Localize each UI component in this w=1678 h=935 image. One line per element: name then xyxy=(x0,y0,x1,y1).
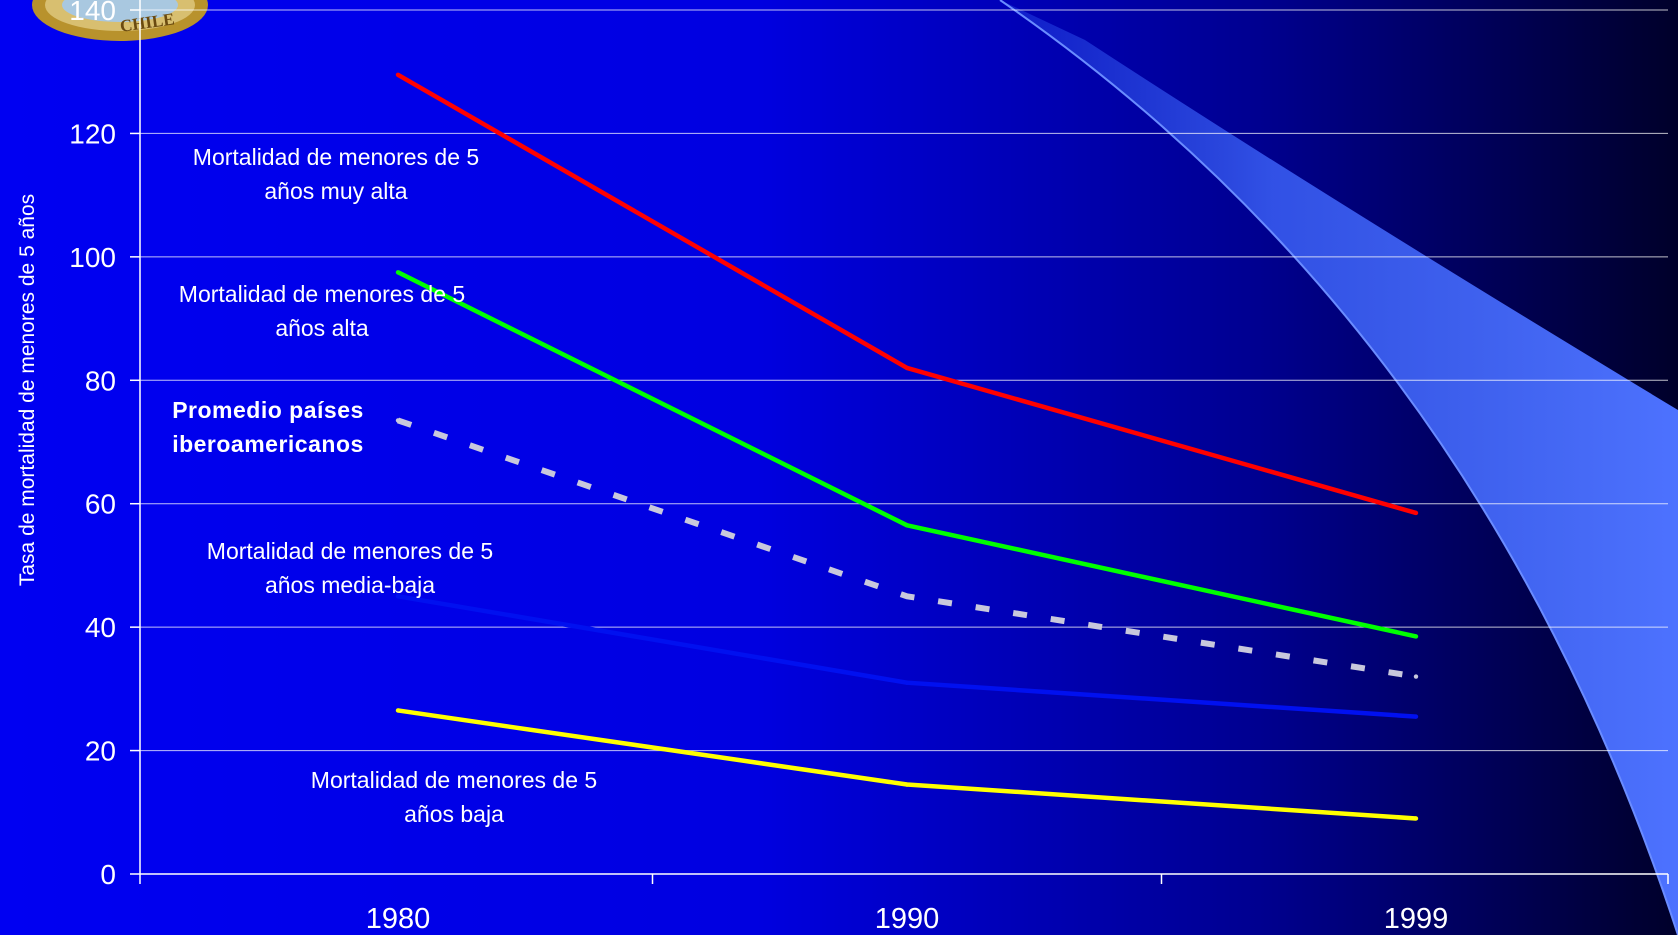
series-point xyxy=(395,72,401,78)
series-point xyxy=(395,708,401,713)
annotation-1-line-0: Mortalidad de menores de 5 xyxy=(179,281,465,307)
annotation-3-line-1: años media-baja xyxy=(265,572,435,598)
series-line-4 xyxy=(397,708,1417,821)
annotation-1-line-1: años alta xyxy=(275,315,369,341)
y-tick-label: 60 xyxy=(85,489,116,520)
annotation-0-line-0: Mortalidad de menores de 5 xyxy=(193,144,479,170)
y-tick-label: 40 xyxy=(85,612,116,643)
series-point xyxy=(1413,510,1419,516)
y-tick-label: 0 xyxy=(100,859,116,890)
series-point xyxy=(1413,634,1419,639)
x-tick-label: 1999 xyxy=(1384,903,1449,935)
x-axis-ticks: 1980 1990 1999 xyxy=(139,874,1669,935)
series-point xyxy=(395,270,401,275)
annotation-4-line-0: Mortalidad de menores de 5 xyxy=(311,767,597,793)
series-point xyxy=(1413,674,1419,679)
series-lines xyxy=(395,72,1419,821)
series-point xyxy=(395,594,401,599)
series-line-3 xyxy=(397,594,1417,719)
y-tick-label: 140 xyxy=(69,0,116,26)
y-axis-label: Tasa de mortalidad de menores de 5 años xyxy=(16,194,39,586)
y-tick-label: 100 xyxy=(69,242,116,273)
series-line-0 xyxy=(396,72,1417,516)
series-point xyxy=(904,680,910,685)
series-point xyxy=(395,418,401,423)
x-tick-label: 1980 xyxy=(366,903,431,935)
annotation-2-line-1: iberoamericanos xyxy=(172,431,364,457)
y-tick-label: 120 xyxy=(69,118,116,149)
annotation-3-line-0: Mortalidad de menores de 5 xyxy=(207,538,493,564)
series-point xyxy=(904,594,910,599)
series-line-2 xyxy=(397,417,1417,680)
x-tick-label: 1990 xyxy=(875,903,940,935)
series-point xyxy=(904,782,910,787)
annotation-2-line-0: Promedio países xyxy=(172,397,364,423)
y-tick-label: 20 xyxy=(85,736,116,767)
series-point xyxy=(1413,816,1419,821)
series-point xyxy=(904,365,910,371)
y-tick-label: 80 xyxy=(85,365,116,396)
annotation-4-line-1: años baja xyxy=(404,801,504,827)
axes xyxy=(139,0,1668,875)
gridlines xyxy=(140,9,1668,752)
series-point xyxy=(904,523,910,528)
annotation-0-line-1: años muy alta xyxy=(264,178,407,204)
decorative-swoosh xyxy=(999,0,1678,935)
seal-logo-icon: CHILE xyxy=(32,0,208,41)
series-point xyxy=(1413,714,1419,719)
series-line-1 xyxy=(396,270,1417,639)
y-axis-ticks: 0 20 40 60 80 100 120 140 xyxy=(69,0,140,890)
series-annotations: Mortalidad de menores de 5 años muy alta M… xyxy=(172,144,597,827)
